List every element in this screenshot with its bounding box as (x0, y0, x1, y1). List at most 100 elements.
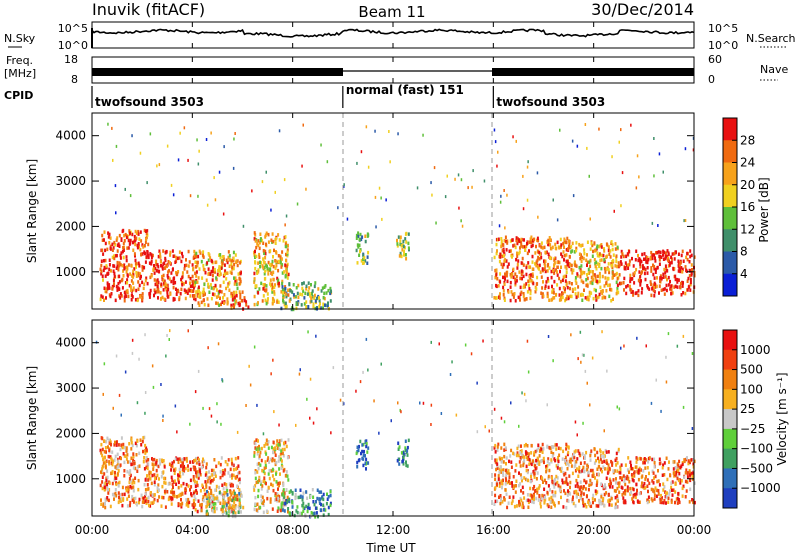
echo-cell (127, 238, 130, 243)
echo-cell (121, 503, 124, 508)
echo-cell (288, 299, 291, 303)
echo-cell (595, 298, 598, 302)
echo-cell (208, 492, 210, 497)
echo-cell (635, 186, 638, 190)
echo-cell (269, 278, 272, 282)
echo-cell (451, 360, 453, 364)
echo-cell (262, 501, 265, 506)
echo-cell (312, 495, 315, 499)
echo-cell (620, 463, 623, 467)
echo-cell (582, 503, 585, 508)
echo-cell (181, 463, 184, 468)
echo-cell (114, 470, 116, 475)
echo-cell (553, 296, 556, 300)
colorbar-tick-label: 500 (740, 363, 763, 377)
echo-cell (582, 256, 585, 261)
echo-cell (165, 287, 168, 292)
echo-cell (275, 443, 278, 447)
echo-cell (140, 493, 143, 498)
echo-cell (610, 262, 613, 266)
echo-cell (586, 263, 588, 267)
echo-cell (692, 500, 695, 505)
echo-cell (282, 493, 285, 497)
echo-cell (281, 279, 284, 284)
echo-cell (112, 278, 115, 283)
echo-cell (599, 499, 602, 503)
echo-cell (667, 256, 669, 261)
echo-cell (527, 370, 530, 374)
echo-cell (262, 283, 265, 287)
echo-cell (282, 469, 285, 473)
echo-cell (656, 250, 659, 255)
echo-cell (319, 508, 322, 512)
echo-cell (265, 438, 268, 442)
echo-cell (274, 498, 277, 502)
echo-cell (113, 240, 116, 245)
echo-cell (516, 262, 519, 267)
echo-cell (116, 457, 119, 462)
echo-cell (501, 481, 504, 486)
echo-cell (169, 261, 171, 265)
echo-cell (119, 256, 122, 260)
echo-cell (231, 483, 234, 487)
echo-cell (226, 297, 229, 301)
echo-cell (132, 466, 135, 470)
echo-cell (240, 510, 242, 514)
echo-cell (138, 451, 141, 456)
echo-cell (210, 488, 213, 493)
echo-cell (172, 485, 174, 489)
echo-cell (254, 249, 256, 254)
echo-cell (691, 268, 693, 272)
echo-cell (645, 475, 647, 479)
echo-cell (366, 255, 369, 259)
echo-cell (405, 257, 408, 261)
echo-cell (228, 509, 231, 514)
echo-cell (518, 503, 521, 508)
echo-cell (184, 491, 187, 495)
colorbar-swatch (723, 428, 737, 450)
echo-cell (597, 456, 599, 461)
echo-cell (192, 266, 195, 271)
echo-cell (559, 467, 561, 471)
echo-cell (142, 245, 145, 249)
echo-cell (680, 253, 683, 258)
colorbar-tick-label: 1000 (740, 343, 771, 357)
echo-cell (556, 480, 559, 485)
echo-cell (586, 295, 589, 300)
echo-cell (183, 464, 185, 469)
echo-cell (679, 269, 682, 274)
echo-cell (104, 501, 106, 506)
echo-cell (273, 410, 275, 414)
echo-cell (236, 430, 239, 434)
echo-cell (161, 471, 164, 475)
echo-cell (623, 479, 626, 483)
echo-cell (162, 414, 164, 418)
echo-cell (506, 265, 509, 269)
echo-cell (622, 496, 625, 500)
echo-cell (281, 271, 284, 275)
echo-cell (546, 403, 548, 407)
echo-cell (209, 283, 212, 287)
echo-cell (239, 279, 242, 284)
y-tick-label: 3000 (55, 174, 86, 188)
echo-cell (570, 250, 573, 254)
echo-cell (362, 457, 365, 461)
echo-cell (651, 457, 654, 462)
echo-cell (649, 280, 652, 284)
echo-cell (552, 269, 555, 273)
echo-cell (204, 480, 207, 484)
echo-cell (104, 498, 107, 502)
echo-cell (203, 488, 206, 492)
echo-cell (587, 473, 590, 478)
echo-cell (640, 291, 643, 295)
echo-cell (435, 221, 437, 225)
echo-cell (166, 334, 168, 337)
echo-cell (143, 244, 146, 248)
echo-cell (219, 470, 222, 474)
echo-cell (547, 457, 550, 461)
echo-cell (631, 486, 634, 491)
echo-cell (535, 477, 538, 481)
echo-cell (115, 253, 118, 258)
echo-cell (644, 267, 647, 272)
echo-cell (256, 452, 259, 456)
